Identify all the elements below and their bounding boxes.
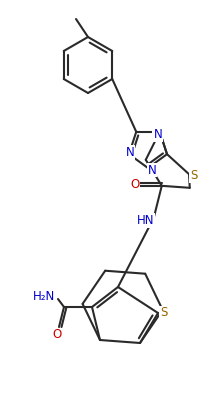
Text: S: S xyxy=(190,168,198,182)
Text: N: N xyxy=(153,128,162,141)
Text: O: O xyxy=(52,328,62,341)
Text: HN: HN xyxy=(137,214,154,228)
Text: S: S xyxy=(160,306,168,319)
Text: N: N xyxy=(148,164,156,177)
Text: O: O xyxy=(130,178,139,191)
Text: H₂N: H₂N xyxy=(33,291,55,304)
Text: N: N xyxy=(126,146,134,159)
